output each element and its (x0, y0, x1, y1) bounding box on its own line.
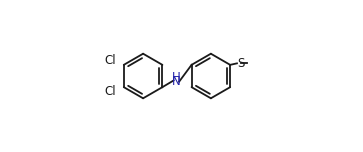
Text: Cl: Cl (105, 85, 116, 98)
Text: N: N (172, 75, 181, 88)
Text: Cl: Cl (105, 54, 116, 67)
Text: S: S (237, 57, 245, 70)
Text: H: H (172, 71, 181, 84)
